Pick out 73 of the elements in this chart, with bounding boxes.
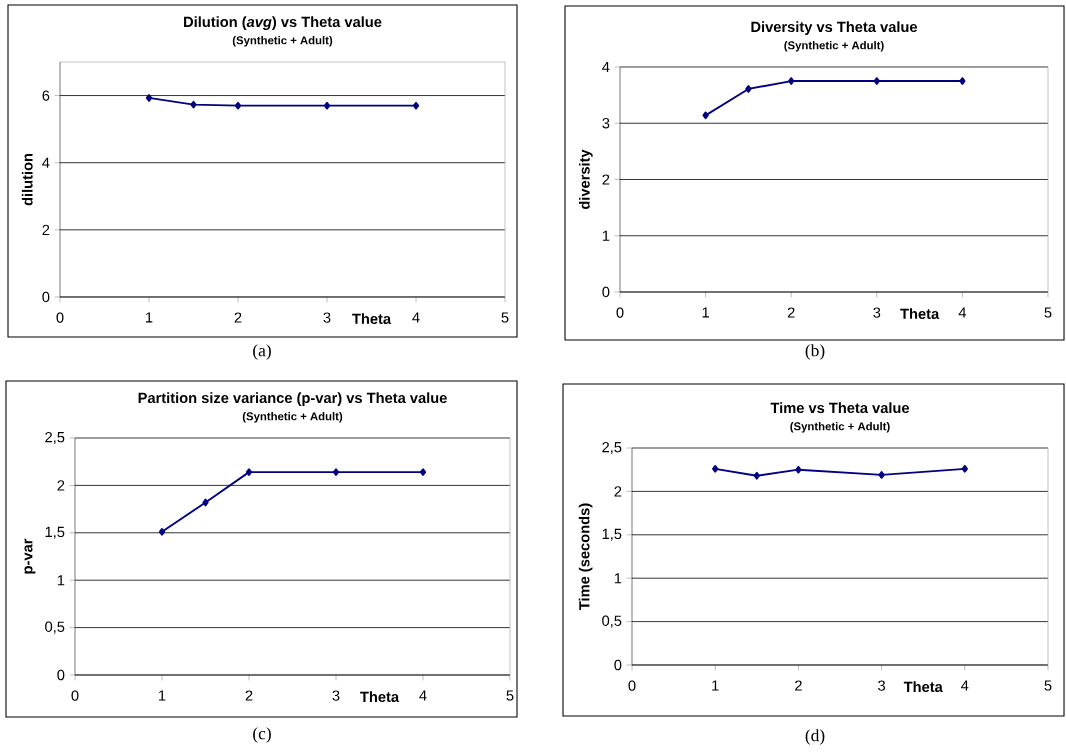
x-tick-label: 5 — [1044, 307, 1052, 318]
y-tick-label: 2 — [57, 480, 65, 491]
x-tick-label: 1 — [702, 307, 709, 318]
x-tick-label: 3 — [878, 680, 886, 691]
x-tick-label: 5 — [506, 690, 514, 701]
x-axis-title: Theta — [903, 681, 943, 693]
y-tick-label: 3 — [602, 118, 610, 129]
x-tick-label: 1 — [712, 680, 719, 691]
point — [788, 77, 795, 85]
text: (a) — [253, 344, 271, 360]
x-tick-label: 3 — [332, 690, 340, 701]
chart-subtitle: (Synthetic + Adult) — [242, 412, 343, 423]
y-tick-label: 2 — [602, 174, 610, 185]
x-tick-label: 4 — [412, 312, 420, 323]
y-tick-label: 0 — [57, 669, 65, 681]
y-axis-title: Time (seconds) — [578, 503, 593, 610]
y-tick-label: 4 — [602, 61, 610, 73]
point — [745, 85, 752, 93]
chart-subtitle: (Synthetic + Adult) — [232, 36, 333, 47]
x-tick-label: 3 — [323, 312, 331, 323]
x-tick-label: 1 — [146, 312, 153, 323]
x-tick-label: 5 — [501, 312, 509, 323]
point — [702, 111, 709, 120]
point — [959, 77, 966, 85]
text: (c) — [253, 727, 271, 743]
x-tick-label: 5 — [1044, 680, 1052, 691]
x-axis-title: Theta — [360, 691, 400, 703]
chart-title: Partition size variance (p-var) vs Theta value — [138, 392, 447, 406]
y-axis-title: p-var — [24, 538, 36, 574]
y-tick-label: 1,5 — [45, 526, 65, 539]
y-tick-label: 1,5 — [602, 528, 622, 541]
chart-subtitle: (Synthetic + Adult) — [790, 422, 890, 433]
y-tick-label: 2,5 — [602, 441, 622, 455]
y-axis-title: dilution — [21, 153, 33, 206]
y-tick-label: 1 — [614, 573, 622, 584]
point — [245, 468, 253, 476]
x-tick-label: 4 — [419, 690, 427, 701]
chart-title: Dilution (avg) vs Theta value — [184, 16, 382, 30]
x-axis-title: Theta — [900, 308, 940, 320]
y-tick-label: 2 — [42, 224, 50, 235]
y-tick-label: 1 — [602, 230, 610, 241]
x-tick-label: 2 — [795, 680, 802, 691]
x-tick-label: 4 — [961, 680, 969, 691]
y-tick-label: 0,5 — [602, 615, 622, 628]
point — [873, 77, 880, 85]
y-tick-label: 0,5 — [45, 621, 65, 634]
y-tick-label: 2 — [614, 486, 622, 497]
x-tick-label: 2 — [245, 690, 253, 701]
y-tick-label: 1 — [57, 575, 65, 586]
point — [202, 498, 209, 507]
y-tick-label: 4 — [42, 157, 50, 168]
x-tick-label: 0 — [628, 680, 636, 691]
x-tick-label: 4 — [958, 307, 967, 318]
x-tick-label: 0 — [71, 690, 79, 701]
point — [419, 468, 427, 476]
x-tick-label: 2 — [787, 307, 795, 318]
x-tick-label: 2 — [234, 312, 242, 323]
point — [158, 527, 166, 536]
chart-title: Diversity vs Theta value — [751, 21, 918, 35]
x-axis-title: Theta — [352, 313, 392, 325]
y-tick-label: 2,5 — [45, 431, 65, 445]
y-tick-label: 0 — [614, 659, 622, 671]
chart-subtitle: (Synthetic + Adult) — [784, 41, 884, 52]
x-tick-label: 3 — [873, 307, 881, 318]
point — [332, 468, 340, 476]
text: (d) — [805, 729, 825, 745]
y-tick-label: 0 — [42, 291, 50, 303]
y-tick-label: 0 — [602, 286, 610, 298]
chart-title: Time vs Theta value — [770, 402, 910, 414]
y-tick-label: 6 — [42, 90, 50, 101]
x-tick-label: 1 — [159, 690, 166, 701]
text: (b) — [805, 344, 825, 360]
y-axis-title: diversity — [578, 149, 593, 210]
